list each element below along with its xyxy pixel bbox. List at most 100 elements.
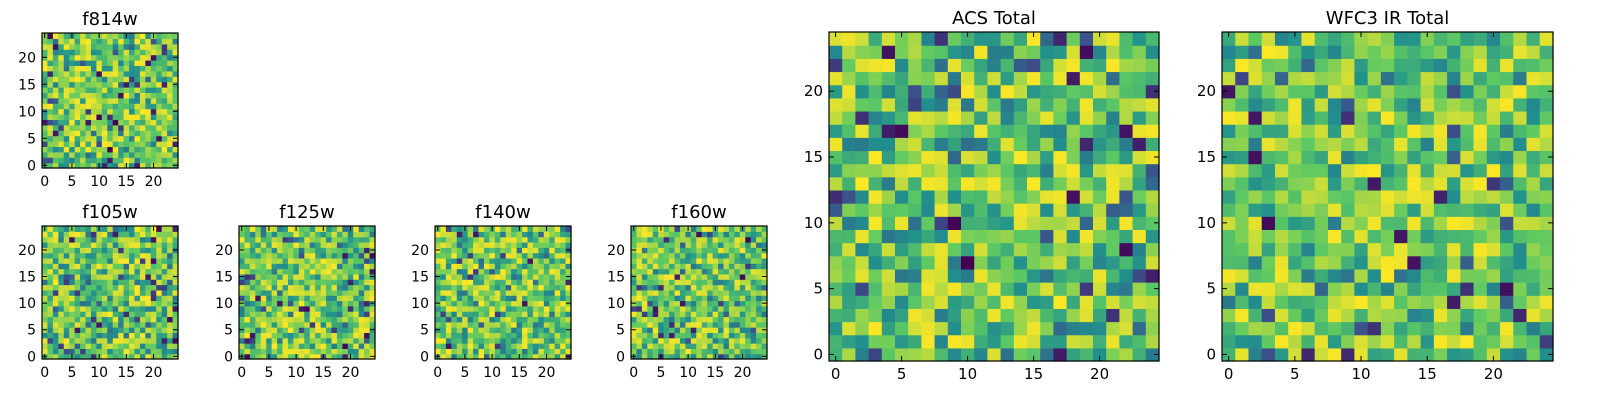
heatmap-cell <box>85 135 92 142</box>
heatmap-cell <box>1327 58 1342 73</box>
heatmap-cell <box>1053 71 1068 86</box>
heatmap-cell <box>631 252 638 259</box>
heatmap-cell <box>1093 58 1107 73</box>
heatmap-cell <box>451 241 458 248</box>
heatmap-cell <box>1079 84 1094 99</box>
heatmap-cell <box>161 353 168 360</box>
heatmap-cell <box>728 295 735 302</box>
heatmap-cell <box>756 231 763 238</box>
heatmap-cell <box>129 135 136 142</box>
heatmap-cell <box>478 268 485 275</box>
heatmap-cell <box>658 284 665 291</box>
heatmap-cell <box>96 327 103 333</box>
heatmap-cell <box>718 337 725 344</box>
heatmap-cell <box>1274 321 1289 336</box>
heatmap-cell <box>101 151 108 158</box>
heatmap-cell <box>761 284 768 291</box>
heatmap-cell <box>511 273 518 280</box>
heatmap-cell <box>543 263 550 270</box>
heatmap-cell <box>358 321 365 328</box>
heatmap-cell <box>1539 268 1554 283</box>
heatmap-cell <box>868 150 883 165</box>
heatmap-cell <box>1380 45 1395 59</box>
heatmap-cell <box>74 151 81 158</box>
heatmap-cell <box>156 97 163 104</box>
heatmap-cell <box>266 231 273 238</box>
heatmap-cell <box>690 353 697 360</box>
heatmap-cell <box>271 247 278 254</box>
heatmap-cell <box>1380 84 1395 99</box>
heatmap-cell <box>42 114 49 120</box>
heatmap-cell <box>85 114 92 120</box>
heatmap-cell <box>658 343 665 349</box>
heatmap-cell <box>658 316 665 323</box>
heatmap-cell <box>855 321 870 336</box>
heatmap-cell <box>1248 71 1263 86</box>
heatmap-cell <box>881 124 896 138</box>
heatmap-cell <box>1447 110 1461 125</box>
heatmap-cell <box>123 252 130 259</box>
heatmap-cell <box>1040 45 1054 59</box>
heatmap-cell <box>756 241 763 248</box>
heatmap-cell <box>96 130 103 137</box>
heatmap-cell <box>80 252 87 259</box>
heatmap-cell <box>129 300 136 307</box>
heatmap-cell <box>1222 282 1236 296</box>
heatmap-cell <box>101 284 108 291</box>
heatmap-cell <box>1145 255 1160 270</box>
heatmap-cell <box>908 216 922 230</box>
heatmap-cell <box>734 263 741 270</box>
heatmap-cell <box>96 321 103 328</box>
heatmap-cell <box>172 226 179 232</box>
heatmap-cell <box>69 92 76 99</box>
heatmap-cell <box>1447 137 1461 152</box>
heatmap-cell <box>74 108 81 115</box>
heatmap-cell <box>63 92 70 99</box>
y-tick-label: 0 <box>616 349 625 365</box>
heatmap-cell <box>538 327 545 333</box>
heatmap-cell <box>150 43 157 50</box>
heatmap-cell <box>304 311 311 318</box>
heatmap-cell <box>364 348 371 355</box>
heatmap-cell <box>663 289 670 296</box>
heatmap-cell <box>489 279 496 286</box>
heatmap-cell <box>1261 124 1276 138</box>
heatmap-cell <box>1053 45 1068 59</box>
heatmap-cell <box>723 332 730 339</box>
heatmap-cell <box>750 295 757 302</box>
heatmap-cell <box>685 295 692 302</box>
heatmap-cell <box>293 279 300 286</box>
heatmap-cell <box>516 295 523 302</box>
heatmap-cell <box>685 311 692 318</box>
heatmap-cell <box>462 289 469 296</box>
heatmap-cell <box>167 263 174 270</box>
heatmap-cell <box>118 226 125 232</box>
heatmap-cell <box>696 263 703 270</box>
heatmap-cell <box>1367 321 1382 336</box>
heatmap-cell <box>1367 71 1382 86</box>
heatmap-cell <box>96 337 103 344</box>
heatmap-cell <box>145 65 152 72</box>
heatmap-cell <box>961 189 975 204</box>
heatmap-cell <box>90 263 97 270</box>
heatmap-cell <box>96 151 103 158</box>
heatmap-cell <box>1093 334 1107 349</box>
heatmap-cell <box>1079 32 1094 46</box>
heatmap-cell <box>161 327 168 333</box>
heatmap-cell <box>255 263 262 270</box>
heatmap-cell <box>669 273 676 280</box>
heatmap-cell <box>1079 71 1094 86</box>
heatmap-cell <box>134 33 141 39</box>
heatmap-cell <box>483 231 490 238</box>
heatmap-cell <box>1327 97 1342 112</box>
heatmap-cell <box>647 257 654 264</box>
heatmap-cell <box>1327 32 1342 46</box>
heatmap-cell <box>1261 255 1276 270</box>
heatmap-cell <box>1053 268 1068 283</box>
heatmap-cell <box>74 268 81 275</box>
heatmap-cell <box>690 247 697 254</box>
heatmap-cell <box>690 257 697 264</box>
heatmap-cell <box>1314 347 1329 362</box>
heatmap-cell <box>315 343 322 349</box>
heatmap-cell <box>679 327 686 333</box>
